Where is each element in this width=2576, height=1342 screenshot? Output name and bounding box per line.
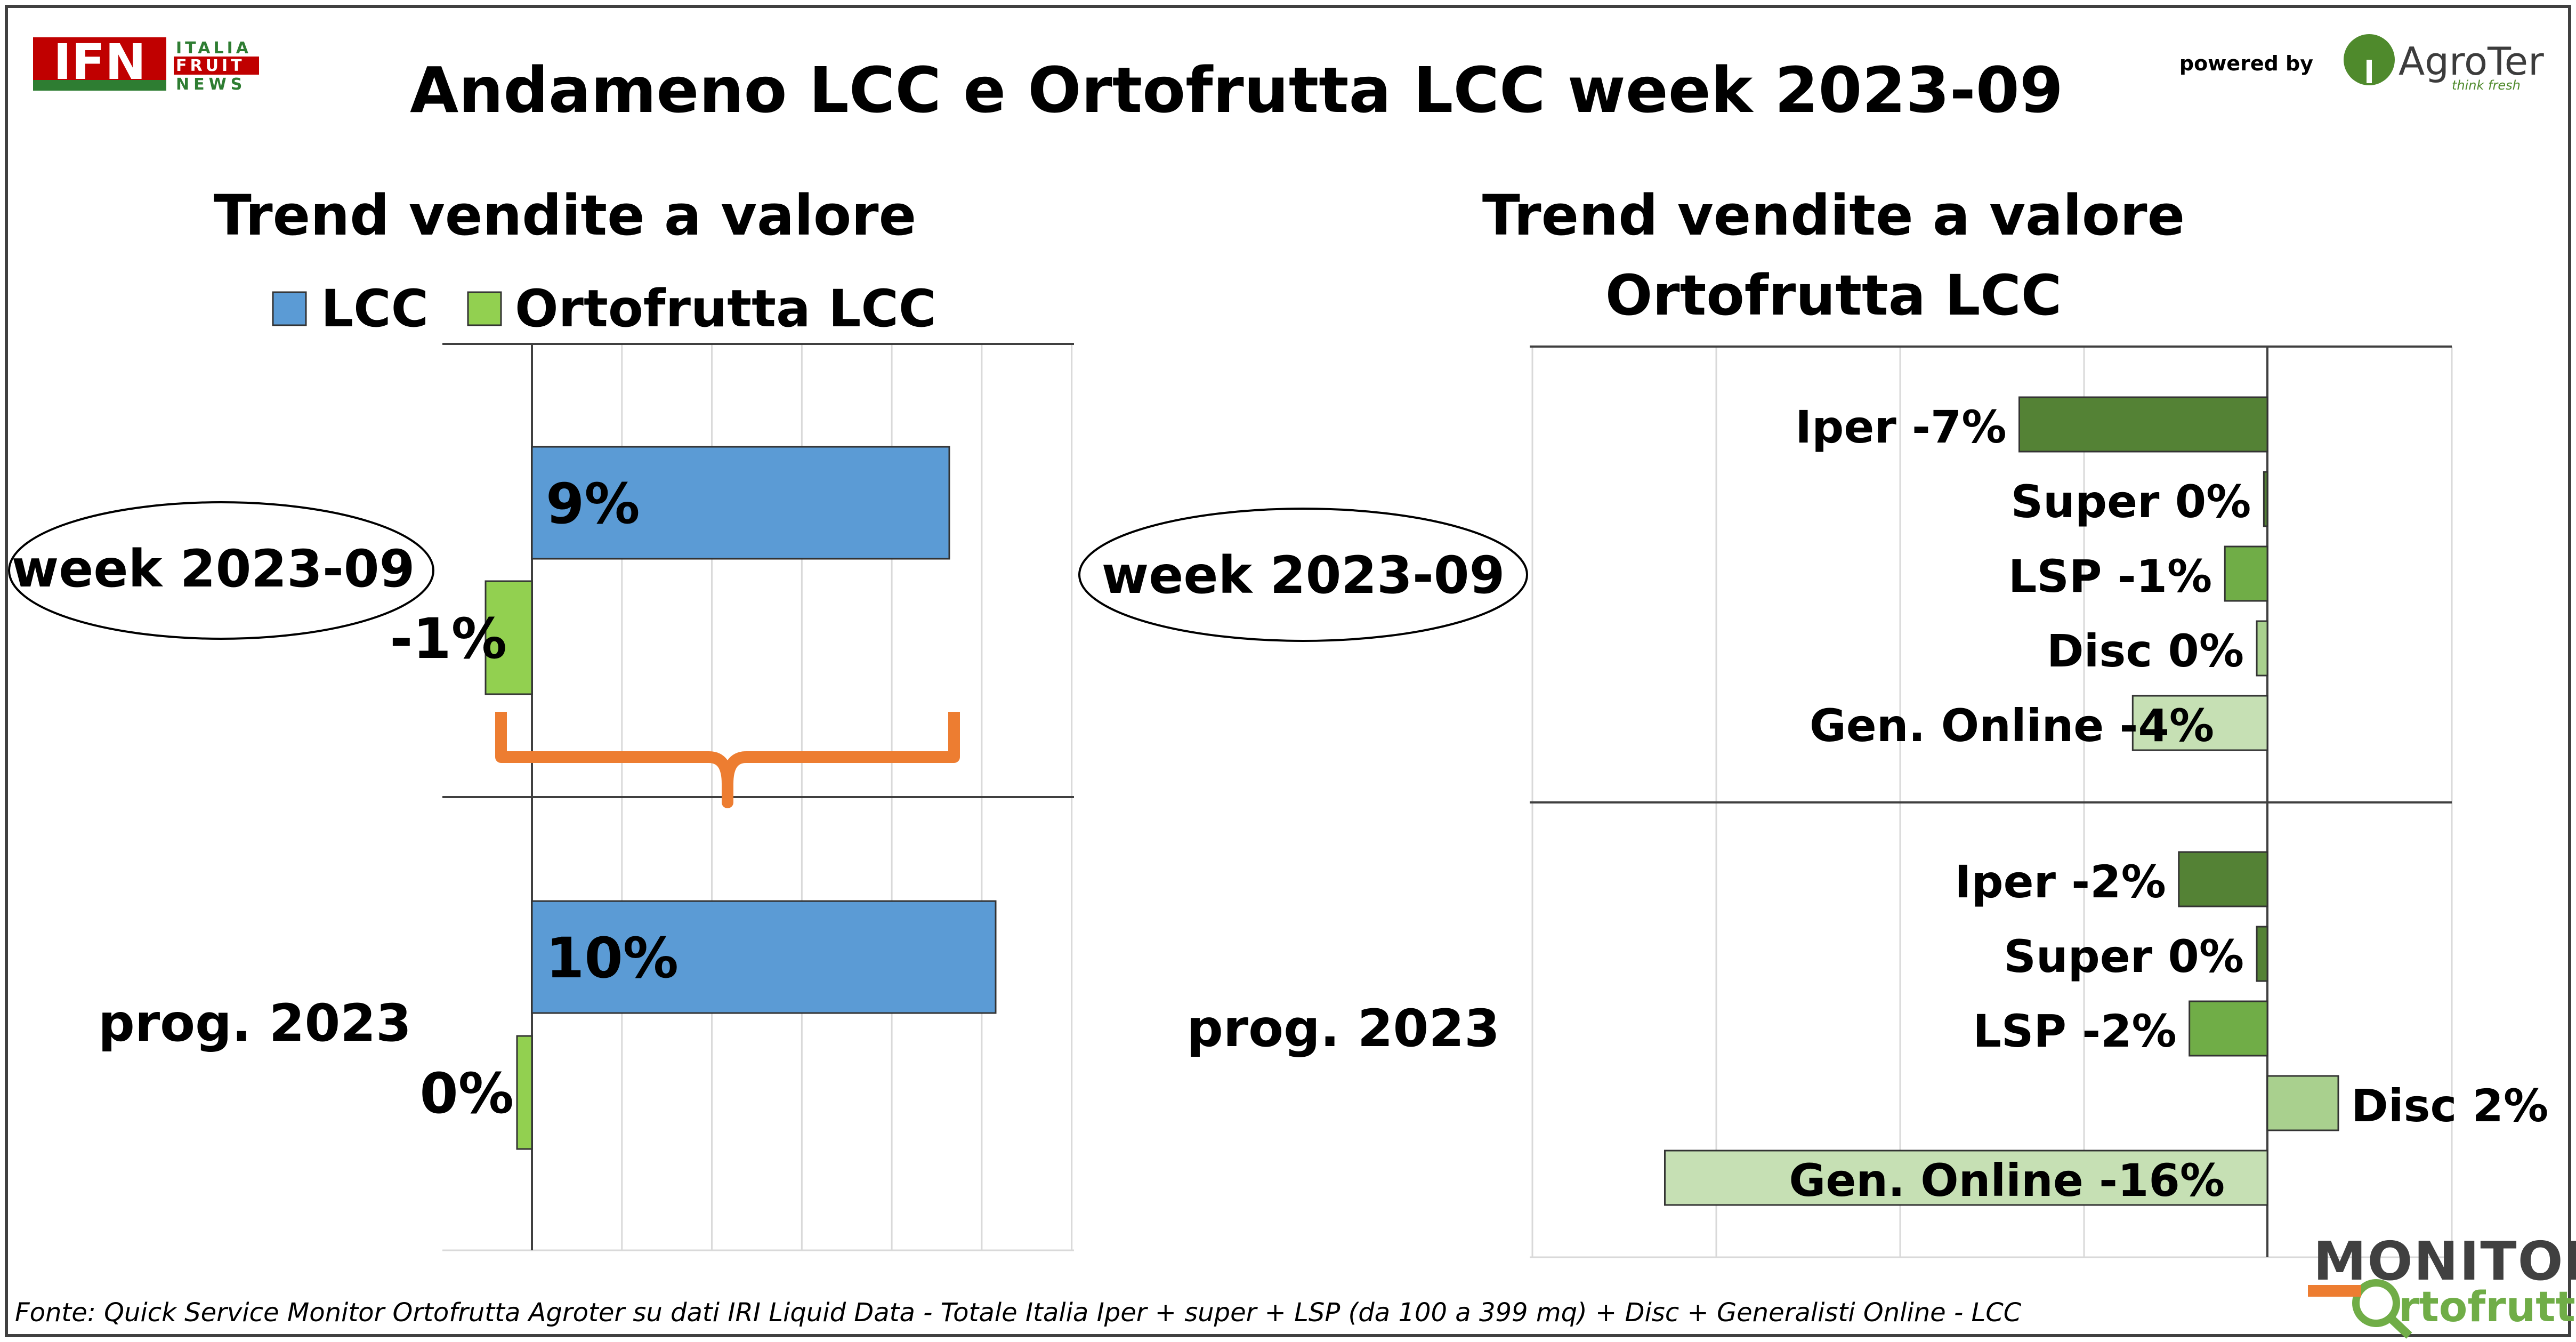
left-category-prog: prog. 2023 xyxy=(98,993,411,1053)
monitor-logo-line1: MONITOR xyxy=(2313,1230,2576,1292)
bar-label: Super 0% xyxy=(2004,930,2244,983)
legend-label-lcc: LCC xyxy=(321,279,429,339)
left-category-ellipse xyxy=(8,501,434,640)
bar-lsp xyxy=(2224,545,2268,602)
ifn-logo: IFN ITALIA FRUIT NEWS xyxy=(33,34,259,94)
left-chart-bars: 9% -1% 10% 0% xyxy=(390,446,997,1150)
bar-ortofrutta xyxy=(484,580,533,695)
ifn-logo-line2: FRUIT xyxy=(176,57,245,75)
brace-connector xyxy=(495,712,960,808)
bar-super xyxy=(2256,926,2268,982)
bar-iper xyxy=(2018,396,2268,453)
bar-gen-online xyxy=(1664,1150,2268,1206)
bar-super xyxy=(2263,471,2268,527)
bar-label: Iper -7% xyxy=(1795,401,2007,453)
right-category-ellipse xyxy=(1078,508,1528,642)
ifn-logo-stripe xyxy=(33,80,166,91)
right-chart-bars: Iper -7%Super 0%LSP -1%Disc 0%Gen. Onlin… xyxy=(1664,396,2548,1207)
ifn-logo-line1: ITALIA xyxy=(176,39,252,58)
bar-iper xyxy=(2178,851,2268,907)
right-category-prog: prog. 2023 xyxy=(1186,999,1500,1058)
bar-label: LSP -1% xyxy=(2008,550,2212,602)
bar-disc xyxy=(2266,1075,2339,1131)
tree-trunk-icon xyxy=(2367,60,2372,83)
magnifier-icon xyxy=(2352,1279,2400,1327)
left-chart-title: Trend vendite a valore xyxy=(214,183,916,248)
bar-label: Super 0% xyxy=(2011,476,2251,528)
bar-label: Gen. Online -16% xyxy=(1789,1154,2225,1207)
bar-label: Disc 0% xyxy=(2047,625,2244,677)
bar-disc xyxy=(2256,620,2268,677)
bar-label-ortofrutta: -1% xyxy=(390,606,507,671)
ifn-logo-letters: IFN xyxy=(53,34,146,91)
powered-by-text: powered by xyxy=(2179,52,2313,75)
magnifier-handle-icon xyxy=(2387,1315,2412,1339)
page-title: Andameno LCC e Ortofrutta LCC week 2023-… xyxy=(410,53,2063,127)
legend-swatch-ortofrutta xyxy=(467,291,502,326)
legend-swatch-lcc xyxy=(272,291,307,326)
left-legend: LCC Ortofrutta LCC xyxy=(272,279,936,339)
source-note: Fonte: Quick Service Monitor Ortofrutta … xyxy=(15,1298,2022,1328)
ifn-logo-line3: NEWS xyxy=(176,75,246,94)
right-chart-title-line2: Ortofrutta LCC xyxy=(1605,263,2062,328)
agroter-logo: AgroTer think fresh xyxy=(2344,34,2544,93)
bar-ortofrutta xyxy=(516,1035,533,1150)
bar-label-lcc: 9% xyxy=(546,471,640,536)
right-category-week: week 2023-09 xyxy=(1102,545,1505,605)
agroter-tagline: think fresh xyxy=(2452,78,2521,93)
monitor-logo-line2: rtofrutta xyxy=(2399,1283,2576,1331)
bar-lsp xyxy=(2189,1000,2268,1057)
outer-frame xyxy=(5,5,2571,1337)
bar-lcc xyxy=(531,446,950,560)
legend-label-ortofrutta: Ortofrutta LCC xyxy=(515,279,936,339)
bar-label: LSP -2% xyxy=(1973,1005,2176,1057)
left-category-week: week 2023-09 xyxy=(12,539,415,599)
monitor-logo-accent xyxy=(2308,1285,2361,1297)
bar-label: Gen. Online -4% xyxy=(1810,700,2214,752)
bar-label: Disc 2% xyxy=(2351,1080,2548,1132)
ifn-logo-fruit-bg xyxy=(174,57,259,75)
bar-label-ortofrutta: 0% xyxy=(419,1061,514,1126)
right-chart-title-line1: Trend vendite a valore xyxy=(1482,183,2185,248)
monitor-ortofrutta-logo: MONITOR rtofrutta xyxy=(2308,1230,2576,1339)
bar-label-lcc: 10% xyxy=(546,926,679,991)
bar-lcc xyxy=(531,900,997,1014)
bar-label: Iper -2% xyxy=(1955,856,2166,908)
bar-gen-online xyxy=(2131,695,2268,751)
agroter-name: AgroTer xyxy=(2399,39,2544,84)
